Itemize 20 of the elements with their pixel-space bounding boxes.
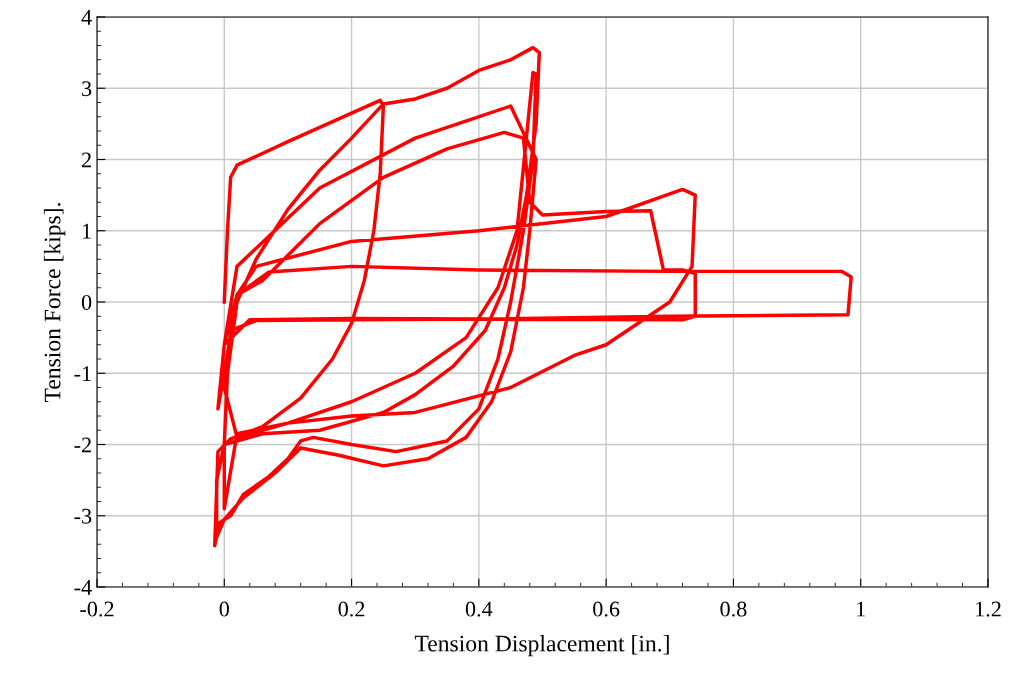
x-axis-title: Tension Displacement [in.]	[414, 634, 669, 657]
y-tick-label: 2	[82, 152, 91, 168]
y-axis-title: Tension Force [kips].	[43, 203, 66, 403]
y-tick-label: -4	[74, 580, 92, 595]
y-tick-label: 0	[81, 294, 92, 310]
x-tick-label: 0.8	[720, 601, 747, 617]
x-tick-label: 1.2	[976, 601, 1001, 617]
x-tick-label: 0	[219, 601, 229, 617]
x-tick-label: 0.4	[465, 601, 493, 617]
x-tick-label: -0.2	[80, 601, 114, 617]
x-tick-label: 1	[857, 601, 865, 617]
y-tick-label: -1	[74, 366, 91, 381]
x-tick-label: 0.6	[593, 601, 620, 617]
line-series	[213, 45, 853, 548]
y-tick-label: 1	[82, 223, 91, 239]
x-tick-label: 0.2	[338, 601, 365, 617]
y-tick-label: -2	[74, 437, 91, 453]
y-tick-label: 3	[82, 81, 92, 97]
y-tick-label: 4	[81, 10, 92, 25]
y-tick-label: -3	[74, 508, 92, 524]
